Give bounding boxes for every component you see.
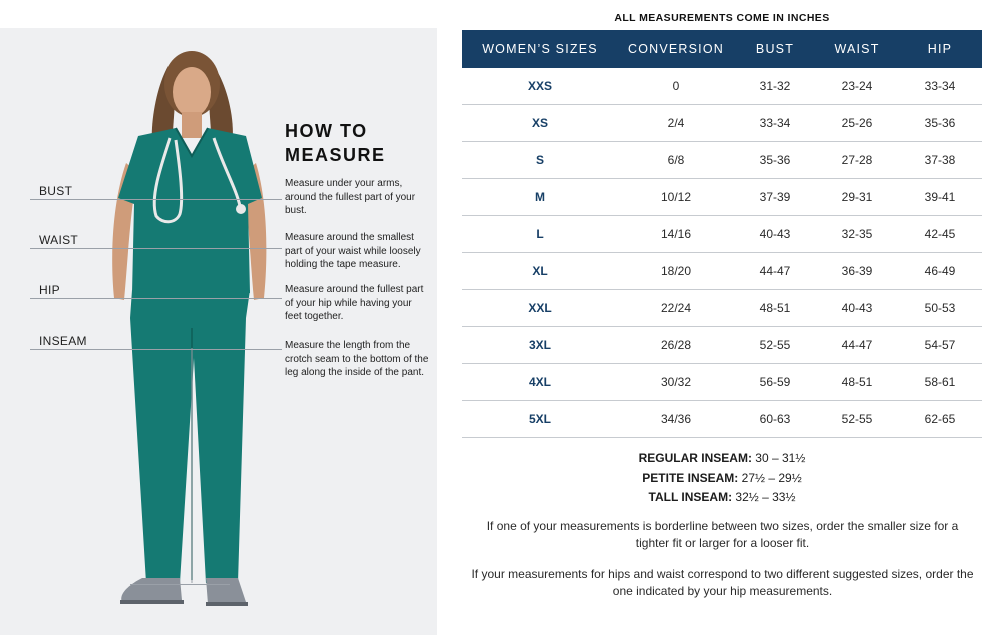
hip-cell: 33-34	[898, 68, 982, 105]
how-to-measure-heading: HOW TO MEASURE	[285, 119, 425, 167]
size-cell: 3XL	[462, 326, 618, 364]
regular-inseam-label: REGULAR INSEAM:	[638, 451, 752, 465]
waist-label: WAIST	[39, 233, 79, 247]
hip-cell: 39-41	[898, 178, 982, 216]
how-to-title-line2: MEASURE	[285, 145, 386, 165]
petite-inseam-value: 27½ – 29½	[738, 471, 802, 485]
hip-cell: 42-45	[898, 215, 982, 253]
hip-guide-line	[30, 298, 282, 299]
bust-cell: 37-39	[734, 178, 816, 216]
bust-cell: 31-32	[734, 68, 816, 105]
inseam-instruction: Measure the length from the crotch seam …	[285, 340, 429, 378]
waist-cell: 48-51	[816, 363, 898, 401]
bust-instruction: Measure under your arms, around the full…	[285, 178, 416, 216]
size-chart-table: WOMEN’S SIZES CONVERSION BUST WAIST HIP …	[462, 30, 982, 438]
regular-inseam-value: 30 – 31½	[751, 451, 806, 465]
bust-cell: 44-47	[734, 252, 816, 290]
borderline-size-note: If one of your measurements is borderlin…	[486, 519, 959, 550]
conversion-cell: 10/12	[618, 178, 734, 216]
size-cell: S	[462, 141, 618, 179]
table-row: XXS 0 31-32 23-24 33-34	[462, 68, 982, 105]
bust-cell: 48-51	[734, 289, 816, 327]
petite-inseam-label: PETITE INSEAM:	[642, 471, 739, 485]
hip-instruction: Measure around the fullest part of your …	[285, 284, 424, 322]
hip-cell: 54-57	[898, 326, 982, 364]
waist-cell: 29-31	[816, 178, 898, 216]
bust-label: BUST	[39, 184, 73, 198]
inseam-guide-line	[30, 349, 282, 350]
conversion-cell: 26/28	[618, 326, 734, 364]
size-cell: L	[462, 215, 618, 253]
conversion-cell: 6/8	[618, 141, 734, 179]
table-row: XL 18/20 44-47 36-39 46-49	[462, 252, 982, 290]
bust-cell: 35-36	[734, 141, 816, 179]
bust-cell: 52-55	[734, 326, 816, 364]
header-bust: BUST	[734, 30, 816, 68]
hip-cell: 35-36	[898, 104, 982, 142]
size-cell: XS	[462, 104, 618, 142]
waist-instruction: Measure around the smallest part of your…	[285, 232, 421, 270]
table-row: XS 2/4 33-34 25-26 35-36	[462, 104, 982, 142]
table-header-row: WOMEN’S SIZES CONVERSION BUST WAIST HIP	[462, 30, 982, 68]
waist-guide-line	[30, 248, 282, 249]
size-cell: M	[462, 178, 618, 216]
conversion-cell: 0	[618, 68, 734, 105]
table-row: XXL 22/24 48-51 40-43 50-53	[462, 289, 982, 327]
tall-inseam-value: 32½ – 33½	[732, 490, 796, 504]
header-womens-sizes: WOMEN’S SIZES	[462, 30, 618, 68]
table-row: M 10/12 37-39 29-31 39-41	[462, 178, 982, 216]
table-row: 3XL 26/28 52-55 44-47 54-57	[462, 326, 982, 364]
table-caption: ALL MEASUREMENTS COME IN INCHES	[614, 12, 830, 24]
waist-cell: 44-47	[816, 326, 898, 364]
tall-inseam-label: TALL INSEAM:	[648, 490, 733, 504]
regular-inseam: REGULAR INSEAM: 30 – 31½	[462, 451, 982, 465]
waist-cell: 23-24	[816, 68, 898, 105]
how-to-title-line1: HOW TO	[285, 121, 368, 141]
floor-guide-line	[130, 584, 230, 585]
conversion-cell: 30/32	[618, 363, 734, 401]
waist-cell: 36-39	[816, 252, 898, 290]
bust-guide-line	[30, 199, 282, 200]
bust-cell: 40-43	[734, 215, 816, 253]
hips-waist-note: If your measurements for hips and waist …	[471, 567, 974, 598]
table-row: 5XL 34/36 60-63 52-55 62-65	[462, 400, 982, 438]
waist-cell: 32-35	[816, 215, 898, 253]
size-cell: XL	[462, 252, 618, 290]
conversion-cell: 22/24	[618, 289, 734, 327]
waist-cell: 40-43	[816, 289, 898, 327]
size-cell: 5XL	[462, 400, 618, 438]
how-to-measure-panel: BUST WAIST HIP INSEAM	[0, 28, 437, 635]
waist-cell: 27-28	[816, 141, 898, 179]
hip-label: HIP	[39, 283, 60, 297]
hip-cell: 37-38	[898, 141, 982, 179]
size-cell: XXL	[462, 289, 618, 327]
conversion-cell: 2/4	[618, 104, 734, 142]
bust-cell: 56-59	[734, 363, 816, 401]
hip-cell: 46-49	[898, 252, 982, 290]
tall-inseam: TALL INSEAM: 32½ – 33½	[462, 490, 982, 504]
petite-inseam: PETITE INSEAM: 27½ – 29½	[462, 471, 982, 485]
hip-cell: 62-65	[898, 400, 982, 438]
header-conversion: CONVERSION	[618, 30, 734, 68]
conversion-cell: 18/20	[618, 252, 734, 290]
size-cell: 4XL	[462, 363, 618, 401]
conversion-cell: 14/16	[618, 215, 734, 253]
conversion-cell: 34/36	[618, 400, 734, 438]
table-row: S 6/8 35-36 27-28 37-38	[462, 141, 982, 179]
bust-cell: 60-63	[734, 400, 816, 438]
header-hip: HIP	[898, 30, 982, 68]
bust-cell: 33-34	[734, 104, 816, 142]
size-cell: XXS	[462, 68, 618, 105]
table-row: L 14/16 40-43 32-35 42-45	[462, 215, 982, 253]
header-waist: WAIST	[816, 30, 898, 68]
hip-cell: 58-61	[898, 363, 982, 401]
waist-cell: 25-26	[816, 104, 898, 142]
inseam-label: INSEAM	[39, 334, 87, 348]
table-row: 4XL 30/32 56-59 48-51 58-61	[462, 363, 982, 401]
waist-cell: 52-55	[816, 400, 898, 438]
hip-cell: 50-53	[898, 289, 982, 327]
